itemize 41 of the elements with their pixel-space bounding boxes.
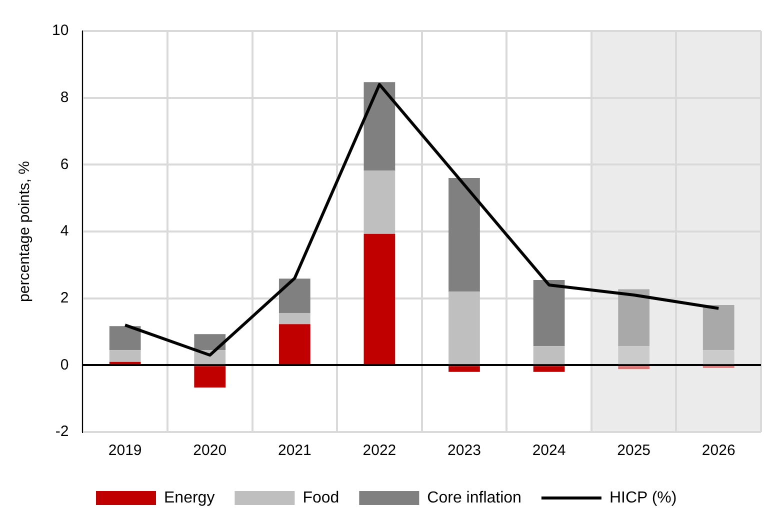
bar [448, 178, 480, 292]
x-tick-label: 2025 [617, 442, 651, 460]
legend-label: Core inflation [427, 489, 522, 506]
bar [194, 334, 226, 350]
y-axis-title: percentage points, % [16, 161, 34, 302]
bar [702, 350, 734, 364]
bar [364, 234, 396, 364]
bar [618, 366, 650, 370]
y-tick-label: 2 [60, 289, 69, 306]
y-tick-label: 4 [60, 222, 69, 240]
x-tick-label: 2026 [702, 442, 736, 460]
bar [618, 346, 650, 364]
x-tick-label: 2021 [278, 442, 312, 460]
bar [448, 292, 480, 364]
bar [364, 170, 396, 234]
bar [448, 366, 480, 372]
x-tick-label: 2024 [532, 442, 566, 460]
bar [702, 305, 734, 350]
legend-label: Food [302, 489, 340, 506]
x-tick-label: 2019 [108, 442, 142, 460]
bar [278, 324, 310, 364]
bar [194, 366, 226, 388]
legend-label: Energy [164, 489, 215, 506]
legend-label: HICP (%) [609, 489, 677, 506]
bar [109, 326, 141, 350]
y-tick-label: 6 [60, 156, 69, 173]
bar [364, 82, 396, 171]
bar [533, 280, 565, 346]
bar [278, 278, 310, 314]
y-tick-label: 0 [60, 356, 69, 374]
bar [278, 313, 310, 324]
bar [533, 346, 565, 364]
x-tick-label: 2022 [362, 442, 396, 460]
y-tick-label: 8 [60, 88, 69, 106]
x-tick-label: 2020 [193, 442, 227, 460]
y-tick-label: -2 [55, 423, 69, 440]
bar [533, 366, 565, 372]
bar [618, 289, 650, 346]
x-tick-label: 2023 [448, 442, 481, 460]
y-tick-label: 10 [52, 22, 69, 40]
bar [109, 350, 141, 362]
